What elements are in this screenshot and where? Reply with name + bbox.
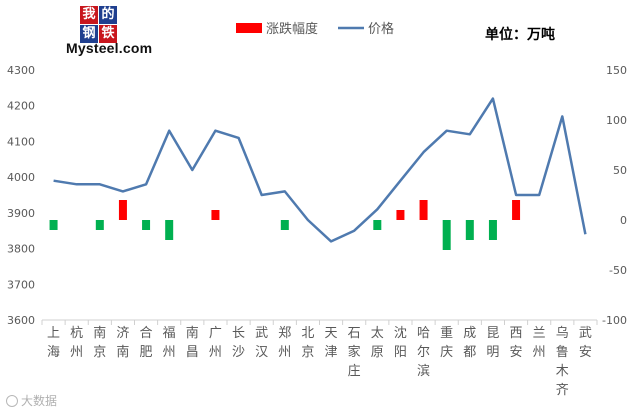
x-tick-label: 合肥: [140, 326, 153, 360]
logo-tiles: 我 的 钢 铁: [80, 6, 117, 43]
bar: [211, 210, 220, 220]
bar: [165, 220, 174, 240]
y-right-tick-label: 0: [620, 214, 627, 227]
x-tick-label: 石家庄: [348, 326, 361, 379]
bar: [95, 220, 104, 230]
mysteel-logo: 我 的 钢 铁 Mysteel.com: [66, 6, 166, 58]
y-left-tick-label: 3600: [7, 314, 35, 327]
y-left-tick-label: 3700: [7, 278, 35, 291]
x-tick-label: 上海: [47, 326, 60, 360]
x-tick-label: 乌鲁木齐: [556, 325, 569, 398]
x-tick-label: 福州: [163, 326, 176, 360]
legend-label-line: 价格: [368, 21, 394, 37]
y-left-tick-label: 3900: [7, 207, 35, 220]
x-tick-label: 西安: [510, 326, 523, 360]
bar: [373, 220, 382, 230]
y-right-tick-label: -50: [609, 264, 627, 277]
logo-text: Mysteel.com: [66, 40, 153, 56]
y-right-tick-label: 100: [606, 114, 627, 127]
price-line: [53, 97, 587, 243]
bar: [118, 200, 127, 220]
x-tick-label: 沈阳: [394, 326, 407, 360]
x-tick-label: 广州: [209, 326, 222, 360]
logo-char: 我: [80, 6, 98, 24]
logo-char: 的: [99, 6, 117, 24]
bar: [512, 200, 521, 220]
y-right-tick-label: 50: [613, 164, 627, 177]
x-tick-label: 济南: [116, 326, 129, 360]
y-left-tick-label: 3800: [7, 243, 35, 256]
logo-char: 铁: [99, 25, 117, 43]
x-tick-label: 哈尔滨: [417, 326, 430, 379]
x-tick-label: 杭州: [70, 326, 83, 360]
watermark-icon: [6, 395, 18, 407]
x-tick-label: 武安: [579, 326, 592, 360]
y-left-tick-label: 4100: [7, 135, 35, 148]
watermark-text: 大数据: [21, 394, 58, 408]
bar: [442, 220, 451, 250]
y-left-tick-label: 4300: [7, 64, 35, 77]
bar: [396, 210, 405, 220]
watermark: 大数据: [6, 392, 57, 409]
x-tick-label: 天津: [325, 326, 338, 360]
logo-char: 钢: [80, 25, 98, 43]
x-tick-label: 武汉: [255, 326, 268, 360]
y-right-tick-label: -100: [602, 314, 627, 327]
bar: [142, 220, 151, 230]
y-right-tick-label: 150: [606, 64, 627, 77]
x-tick-label: 北京: [301, 326, 314, 360]
bar: [465, 220, 474, 240]
y-left-tick-label: 4000: [7, 171, 35, 184]
y-left-tick-label: 4200: [7, 100, 35, 113]
x-tick-label: 南京: [93, 325, 106, 360]
x-tick-label: 兰州: [533, 326, 546, 360]
bar: [49, 220, 58, 230]
unit-label: 单位：万吨: [485, 27, 555, 43]
x-tick-label: 郑州: [278, 326, 291, 360]
x-tick-label: 南昌: [186, 325, 199, 360]
legend-label-bar: 涨跌幅度: [266, 21, 318, 37]
x-tick-label: 太原: [371, 326, 384, 360]
x-tick-label: 重庆: [440, 325, 453, 360]
x-tick-label: 成都: [463, 326, 476, 360]
legend-swatch-bar: [236, 23, 262, 33]
bar: [488, 220, 497, 240]
bar: [280, 220, 289, 230]
x-tick-label: 长沙: [232, 326, 245, 360]
x-tick-label: 昆明: [486, 326, 499, 360]
bar: [419, 200, 428, 220]
